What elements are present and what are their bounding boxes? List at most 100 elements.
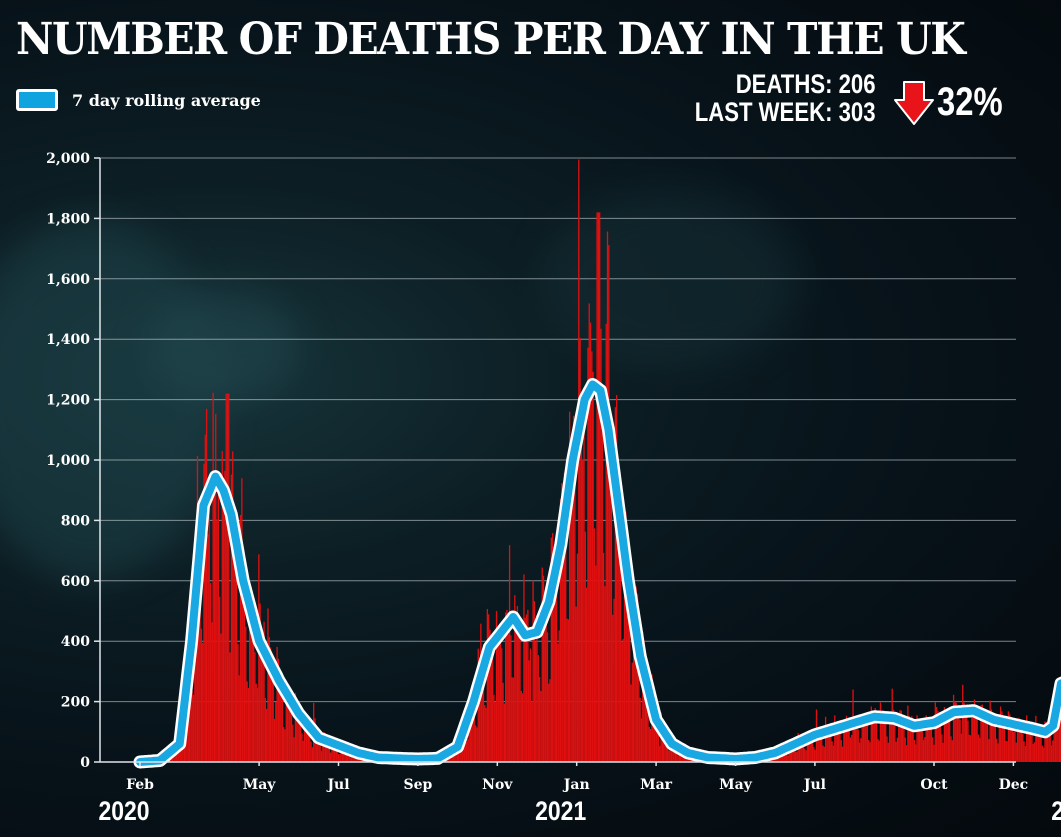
daily-bar (819, 731, 822, 762)
daily-bar (843, 721, 845, 762)
daily-bar (514, 595, 516, 762)
daily-bar (191, 691, 193, 762)
daily-bar (267, 608, 269, 762)
legend-swatch-rolling-average (16, 89, 58, 111)
daily-bar (494, 701, 496, 762)
daily-bar (601, 390, 603, 762)
daily-bar (616, 395, 618, 762)
daily-bar (865, 721, 867, 762)
daily-bar (989, 700, 991, 762)
daily-bar (591, 351, 593, 762)
daily-bar (533, 601, 536, 762)
daily-bar (520, 690, 522, 762)
daily-bar (828, 726, 831, 762)
daily-bar (482, 679, 485, 762)
daily-bar (489, 629, 491, 762)
daily-bar (298, 720, 300, 762)
daily-bar (309, 731, 311, 762)
daily-bar (798, 737, 801, 762)
daily-bar (891, 688, 893, 762)
daily-bar (860, 738, 862, 762)
daily-bar (219, 596, 221, 762)
daily-bar (853, 720, 855, 762)
daily-bar (266, 708, 268, 762)
daily-bar (566, 618, 568, 762)
daily-bar (655, 717, 657, 762)
daily-bar (568, 411, 571, 762)
x-tick-label: May (243, 777, 277, 793)
daily-bar (870, 706, 872, 762)
daily-bar (663, 732, 665, 762)
daily-bar (1016, 720, 1019, 762)
daily-bar (597, 212, 600, 763)
daily-bar (554, 591, 556, 762)
daily-bar (806, 736, 808, 762)
daily-bar (235, 567, 238, 762)
background-virus-blob-2 (540, 190, 800, 370)
daily-bar (924, 737, 926, 762)
daily-bar (1040, 733, 1042, 762)
daily-bar (182, 738, 184, 762)
daily-bar (605, 323, 607, 762)
x-tick-label: Jul (325, 777, 349, 793)
daily-bar (474, 725, 477, 762)
daily-bar (993, 718, 995, 762)
daily-bar (866, 724, 869, 762)
daily-bar (327, 745, 329, 762)
daily-bar (839, 727, 841, 762)
daily-bar (800, 735, 802, 762)
daily-bar (656, 724, 658, 762)
daily-bar (220, 633, 222, 762)
daily-bar (638, 641, 640, 762)
daily-bar (784, 750, 786, 762)
daily-bar (241, 478, 243, 762)
daily-bar (666, 745, 669, 762)
daily-bar (478, 672, 481, 762)
x-tick-label: Dec (999, 777, 1029, 793)
daily-bar (976, 708, 978, 762)
daily-bar (524, 617, 526, 762)
daily-bar (905, 745, 908, 762)
daily-bar (1033, 742, 1036, 762)
x-tick-label: Nov (482, 777, 513, 793)
daily-bar (997, 743, 999, 762)
daily-bar (535, 641, 537, 762)
daily-bar (229, 652, 231, 762)
daily-bar (634, 599, 636, 762)
daily-bar (1036, 728, 1038, 762)
daily-bar (947, 715, 950, 762)
daily-bar (1046, 722, 1049, 762)
daily-bar (984, 717, 986, 762)
daily-bar (926, 718, 929, 762)
daily-bar (1032, 743, 1034, 762)
daily-bar (881, 716, 883, 762)
daily-bar (952, 694, 955, 762)
daily-bar (563, 472, 566, 762)
daily-bar (1037, 727, 1040, 762)
daily-bar (631, 662, 633, 762)
daily-bar (668, 750, 670, 762)
daily-bar (946, 716, 948, 762)
daily-bar (545, 596, 547, 762)
daily-bar (856, 718, 858, 762)
daily-bar (190, 658, 192, 762)
daily-bar (618, 524, 620, 762)
daily-bar (857, 729, 859, 762)
daily-bar (589, 322, 592, 762)
year-label: 2021 (535, 796, 586, 826)
daily-bar (904, 737, 906, 762)
daily-bar (648, 726, 650, 762)
daily-bar (1002, 718, 1004, 762)
daily-bar (1024, 746, 1027, 762)
daily-bar (288, 689, 290, 762)
daily-bar (254, 652, 256, 762)
daily-bar (874, 708, 876, 762)
daily-bar (324, 736, 327, 762)
daily-bar (805, 750, 807, 762)
daily-bar (525, 614, 528, 762)
daily-bar (873, 721, 875, 762)
daily-bar (938, 720, 940, 762)
daily-bar (920, 726, 922, 762)
daily-bar (677, 755, 679, 762)
daily-bar (323, 732, 325, 762)
